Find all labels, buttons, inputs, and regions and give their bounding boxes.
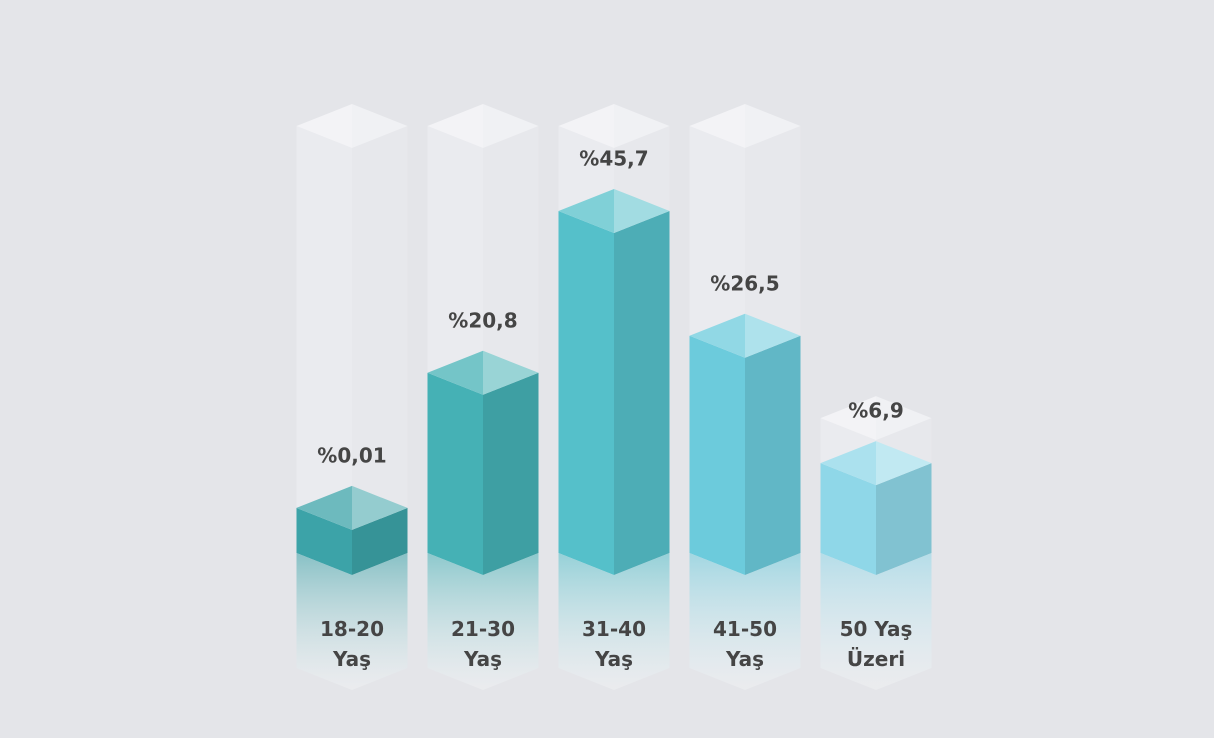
bar-top-right <box>352 485 408 530</box>
bar-top-left <box>820 441 876 486</box>
category-label: 21-30 Yaş <box>451 617 515 671</box>
value-label: %26,5 <box>710 271 779 295</box>
ghost-column <box>296 104 408 575</box>
ghost-column-top-right <box>483 104 539 148</box>
ghost-column-top-left <box>689 104 745 148</box>
ghost-column-top-left <box>558 104 614 148</box>
category-label: 18-20 Yaş <box>320 617 384 671</box>
bar-top-right <box>745 313 801 358</box>
value-label: %45,7 <box>579 146 648 170</box>
ghost-column-top-right <box>876 396 932 441</box>
bar-top-right <box>483 350 539 395</box>
bar-top-right <box>614 188 670 233</box>
bar <box>820 441 932 575</box>
reflection <box>558 553 670 690</box>
reflection <box>427 553 539 690</box>
bar <box>427 350 539 575</box>
bar-right <box>614 210 670 575</box>
ghost-column-top-left <box>427 104 483 148</box>
ghost-column-left <box>296 126 352 575</box>
bar-top-left <box>689 313 745 358</box>
ghost-column-top-right <box>745 104 801 148</box>
category-label: 41-50 Yaş <box>713 617 777 671</box>
bar-top-left <box>296 485 352 530</box>
bar-top-right <box>876 441 932 486</box>
value-label: %20,8 <box>448 308 517 332</box>
ghost-column-top-left <box>296 104 352 148</box>
bar-right <box>876 463 932 575</box>
bar-top-left <box>427 350 483 395</box>
ghost-column-top-left <box>820 396 876 441</box>
reflection <box>820 553 932 690</box>
bar-left <box>689 335 745 575</box>
bar-top-left <box>558 188 614 233</box>
bar-left <box>558 210 614 575</box>
ghost-column-top-right <box>352 104 408 148</box>
bar-left <box>296 507 352 575</box>
bar-right <box>745 335 801 575</box>
reflection <box>689 553 801 690</box>
reflection <box>296 553 408 690</box>
bar <box>689 313 801 575</box>
value-label: %0,01 <box>317 443 386 467</box>
value-label: %6,9 <box>848 399 903 423</box>
category-label: 31-40 Yaş <box>582 617 646 671</box>
ghost-column-right <box>352 126 408 575</box>
bar <box>558 188 670 575</box>
ghost-column-top-right <box>614 104 670 148</box>
bar <box>296 485 408 575</box>
bar-right <box>483 372 539 575</box>
category-label: 50 Yaş Üzeri <box>839 617 913 671</box>
bar-left <box>820 463 876 575</box>
bar-left <box>427 372 483 575</box>
bar-right <box>352 507 408 575</box>
